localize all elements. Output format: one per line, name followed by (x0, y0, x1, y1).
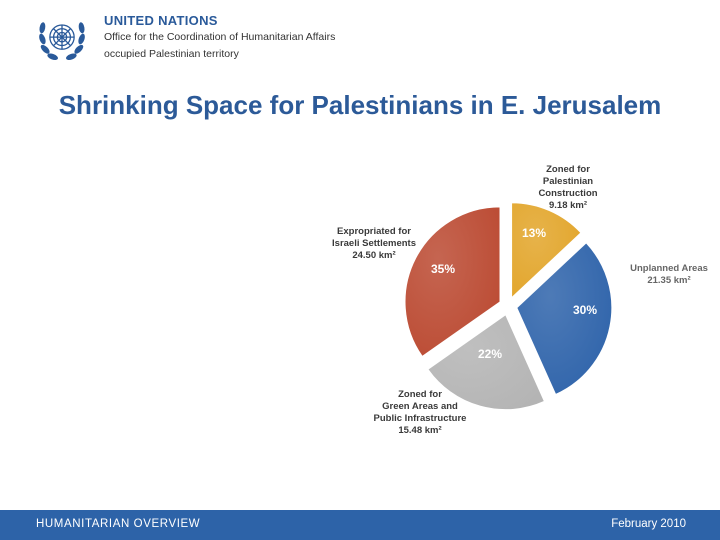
slice-percent-label: 22% (478, 347, 502, 361)
slice-annotation: Zoned for Green Areas and Public Infrastru… (374, 389, 467, 436)
un-emblem-icon (39, 22, 85, 60)
pie-slice (511, 202, 582, 299)
slide-title: Shrinking Space for Palestinians in E. J… (58, 90, 662, 120)
slice-percent-label: 35% (431, 262, 455, 276)
header: UNITED NATIONS Office for the Coordinati… (0, 0, 720, 80)
slice-annotation: Zoned for Palestinian Construction 9.18 km² (538, 164, 597, 211)
pie-chart: 13% Zoned for Palestinian Construction 9.18 … (332, 164, 708, 436)
pie-slice (427, 313, 546, 411)
slice-annotation: Expropriated for Israeli Settlements 24.50… (332, 226, 416, 261)
pie-slice (516, 242, 613, 396)
pie-slice (404, 206, 501, 358)
slice-percent-label: 30% (573, 303, 597, 317)
org-office: Office for the Coordination of Humanitar… (104, 31, 336, 43)
org-name: UNITED NATIONS (104, 13, 218, 28)
footer-bar: HUMANITARIAN OVERVIEW February 2010 (0, 510, 720, 540)
slice-annotation: Unplanned Areas 21.35 km² (630, 263, 708, 286)
org-territory: occupied Palestinian territory (104, 48, 239, 60)
slice-percent-label: 13% (522, 226, 546, 240)
footer-date: February 2010 (611, 518, 686, 530)
footer-left-text: HUMANITARIAN OVERVIEW (36, 518, 201, 530)
